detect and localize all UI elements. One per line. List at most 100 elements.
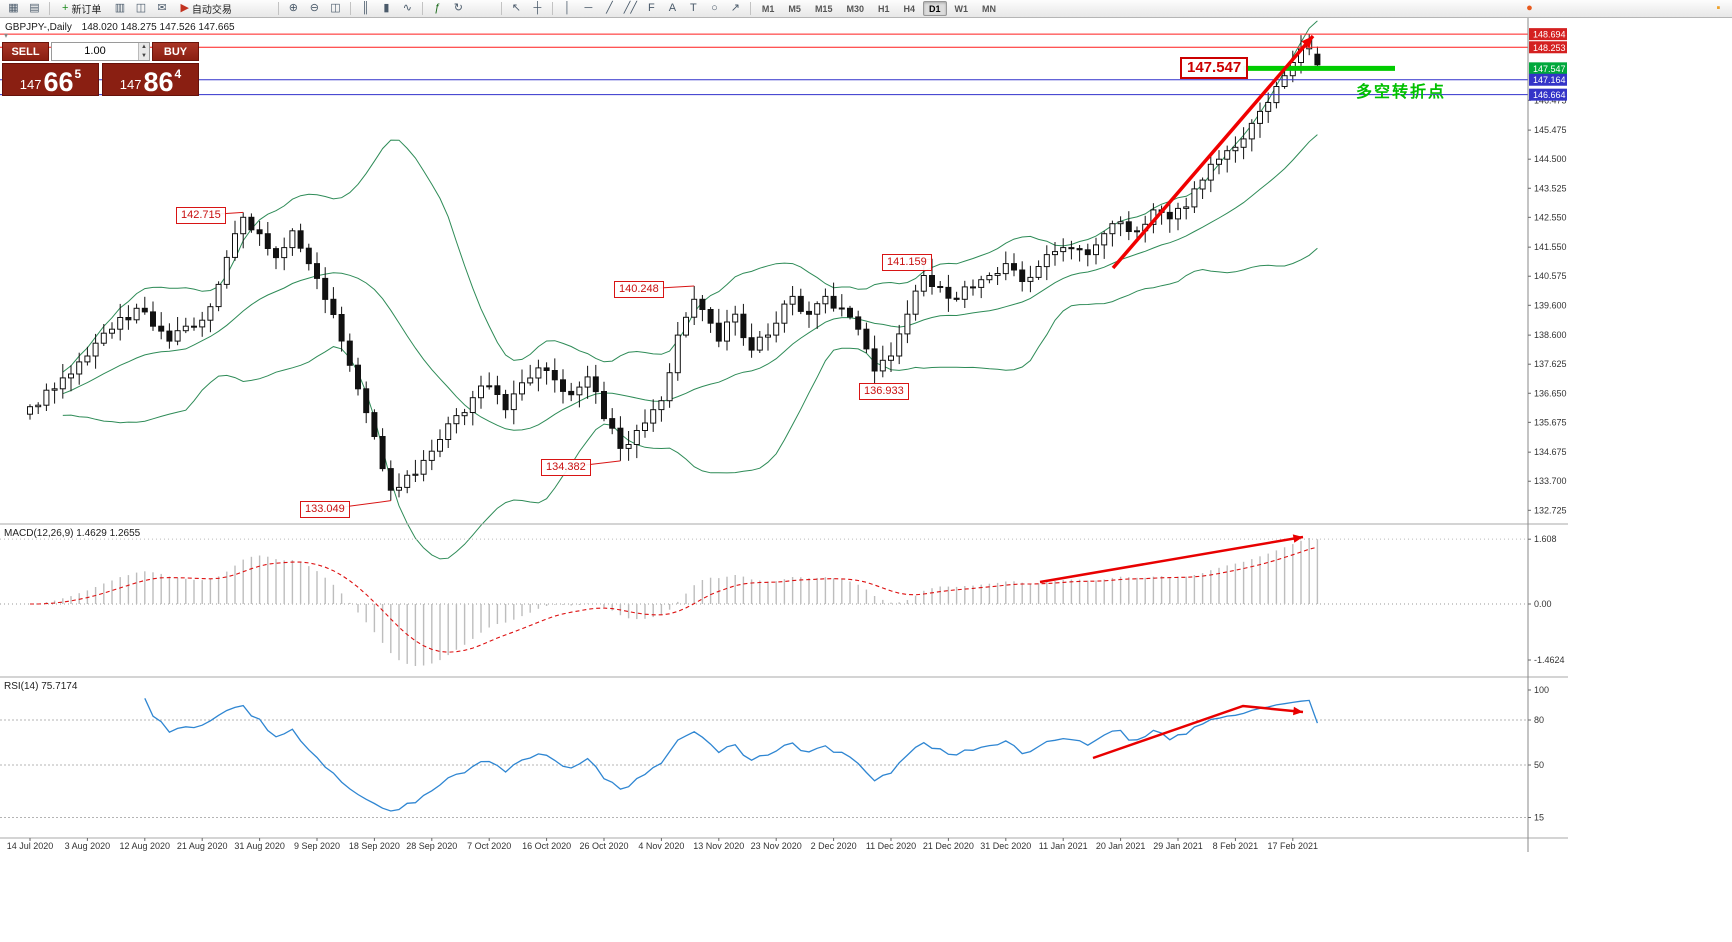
tile-windows-button[interactable]: ◫ (326, 1, 345, 16)
notification-button[interactable]: ● (1520, 1, 1539, 16)
text-button[interactable]: A (663, 1, 682, 16)
swing-price-label[interactable]: 141.159 (882, 254, 932, 271)
timeframe-button-m30[interactable]: M30 (846, 3, 864, 14)
text-label-button[interactable]: T (684, 1, 703, 16)
swing-price-label[interactable]: 134.382 (541, 459, 591, 476)
chart-candles-button[interactable]: ▮ (377, 1, 396, 16)
market-watch-button[interactable]: ▥ (110, 1, 129, 16)
svg-text:140.575: 140.575 (1534, 271, 1567, 281)
bollinger-bands (62, 20, 1318, 560)
zoom-out-button[interactable]: ⊖ (305, 1, 324, 16)
svg-text:50: 50 (1534, 760, 1544, 770)
volume-steppers: ▲ ▼ (138, 43, 149, 60)
toolbar-separator (551, 2, 553, 15)
corner-badge-button[interactable]: ▪ (1709, 1, 1728, 16)
shapes-icon: ○ (711, 2, 718, 14)
sell-price-big: 66 (43, 67, 74, 98)
svg-text:0.00: 0.00 (1534, 599, 1552, 609)
buy-button[interactable]: BUY (152, 42, 199, 61)
swing-price-label[interactable]: 133.049 (300, 501, 350, 518)
notification-icon: ● (1526, 2, 1533, 14)
equidistant-channel-icon: ╱╱ (623, 2, 638, 14)
timeframe-button-w1[interactable]: W1 (954, 3, 969, 14)
indicators-icon: ƒ (434, 2, 441, 14)
volume-value[interactable]: 1.00 (84, 45, 106, 57)
zoom-in-button[interactable]: ⊕ (284, 1, 303, 16)
chart-bars-button[interactable]: ║ (356, 1, 375, 16)
chart-info-line: GBPJPY-,Daily 148.020 148.275 147.526 14… (5, 22, 242, 33)
trendline-button[interactable]: ╱ (600, 1, 619, 16)
chart-line-button[interactable]: ∿ (398, 1, 417, 16)
timeframe-button-m1[interactable]: M1 (761, 3, 775, 14)
svg-text:143.525: 143.525 (1534, 183, 1567, 193)
volume-increase-icon[interactable]: ▲ (139, 43, 149, 52)
timeframe-button-h1[interactable]: H1 (877, 3, 890, 14)
sell-price-display[interactable]: 147 66 5 (2, 63, 99, 96)
svg-text:148.694: 148.694 (1533, 30, 1566, 40)
arrows-tool-button[interactable]: ↗ (726, 1, 745, 16)
timeframe-button-d1[interactable]: D1 (923, 1, 947, 16)
time-axis[interactable]: 14 Jul 2020 3 Aug 2020 12 Aug 2020 21 Aug 2… (7, 838, 1318, 851)
swing-price-label[interactable]: 136.933 (859, 383, 909, 400)
shapes-button[interactable]: ○ (705, 1, 724, 16)
chart-profiles-button[interactable]: ▤ (25, 1, 44, 16)
autotrading-button[interactable]: ▶ 自动交易 (173, 1, 238, 17)
svg-text:21 Dec 2020: 21 Dec 2020 (923, 841, 974, 851)
crosshair-button[interactable]: ┼ (528, 1, 547, 16)
period-cycle-button[interactable]: ↻ (449, 1, 468, 16)
equidistant-channel-button[interactable]: ╱╱ (621, 1, 640, 16)
period-cycle-icon: ↻ (453, 2, 464, 14)
vertical-line-button[interactable]: │ (558, 1, 577, 16)
svg-text:29 Jan 2021: 29 Jan 2021 (1153, 841, 1203, 851)
svg-text:15: 15 (1534, 813, 1544, 823)
autotrading-label: 自动交易 (191, 5, 232, 16)
data-window-button[interactable]: ◫ (131, 1, 150, 16)
buy-price-prefix: 147 (119, 77, 142, 92)
cursor-button[interactable]: ↖ (507, 1, 526, 16)
timeframe-button-m15[interactable]: M15 (814, 3, 833, 14)
svg-text:134.675: 134.675 (1534, 447, 1567, 457)
svg-text:137.625: 137.625 (1534, 359, 1567, 369)
svg-text:100: 100 (1534, 685, 1549, 695)
volume-decrease-icon[interactable]: ▼ (139, 51, 149, 60)
macd-axis[interactable]: 1.608 0.00 -1.4624 (1528, 534, 1565, 665)
horizontal-line-button[interactable]: ─ (579, 1, 598, 16)
buy-price-pip: 4 (174, 67, 182, 81)
trend-arrows[interactable] (1039, 34, 1315, 760)
level-lines[interactable] (0, 33, 1528, 96)
new-order-button[interactable]: + 新订单 (55, 1, 108, 17)
chart-candles-icon: ▮ (383, 2, 390, 14)
volume-field[interactable]: 1.00 ▲ ▼ (51, 42, 150, 61)
market-watch-icon: ▥ (114, 2, 126, 14)
indicators-button[interactable]: ƒ (428, 1, 447, 16)
mailbox-button[interactable]: ✉ (152, 1, 171, 16)
candles (27, 34, 1321, 501)
text-label-icon: T (690, 2, 697, 14)
sell-button[interactable]: SELL (2, 42, 49, 61)
svg-text:141.550: 141.550 (1534, 242, 1567, 252)
fibonacci-button[interactable]: F (642, 1, 661, 16)
chart-line-icon: ∿ (402, 2, 413, 14)
key-level-label[interactable]: 147.547 (1180, 57, 1249, 79)
timeframe-button-mn[interactable]: MN (982, 3, 997, 14)
svg-text:8 Feb 2021: 8 Feb 2021 (1213, 841, 1259, 851)
svg-text:16 Oct 2020: 16 Oct 2020 (522, 841, 571, 851)
new-chart-button[interactable]: ▦ (4, 1, 23, 16)
svg-text:23 Nov 2020: 23 Nov 2020 (751, 841, 802, 851)
timeframe-button-h4[interactable]: H4 (903, 3, 915, 14)
price-axis[interactable]: 146.475145.475144.500143.525142.550141.5… (1528, 28, 1567, 515)
svg-text:139.600: 139.600 (1534, 300, 1567, 310)
buy-price-display[interactable]: 147 86 4 (102, 63, 199, 96)
arrows-tool-icon: ↗ (730, 2, 741, 14)
turning-point-note[interactable]: 多空转折点 (1356, 84, 1447, 101)
swing-price-label[interactable]: 142.715 (176, 207, 226, 224)
timeframe-button-m5[interactable]: M5 (788, 3, 801, 14)
toolbar-separator (277, 2, 279, 15)
trade-panel-collapse-icon[interactable]: ▾ (4, 31, 9, 40)
rsi-panel (0, 698, 1528, 818)
svg-text:138.600: 138.600 (1534, 330, 1567, 340)
rsi-indicator-label: RSI(14) 75.7174 (4, 681, 78, 692)
rsi-axis[interactable]: 100 80 50 15 (1528, 685, 1549, 823)
swing-price-label[interactable]: 140.248 (614, 281, 664, 298)
